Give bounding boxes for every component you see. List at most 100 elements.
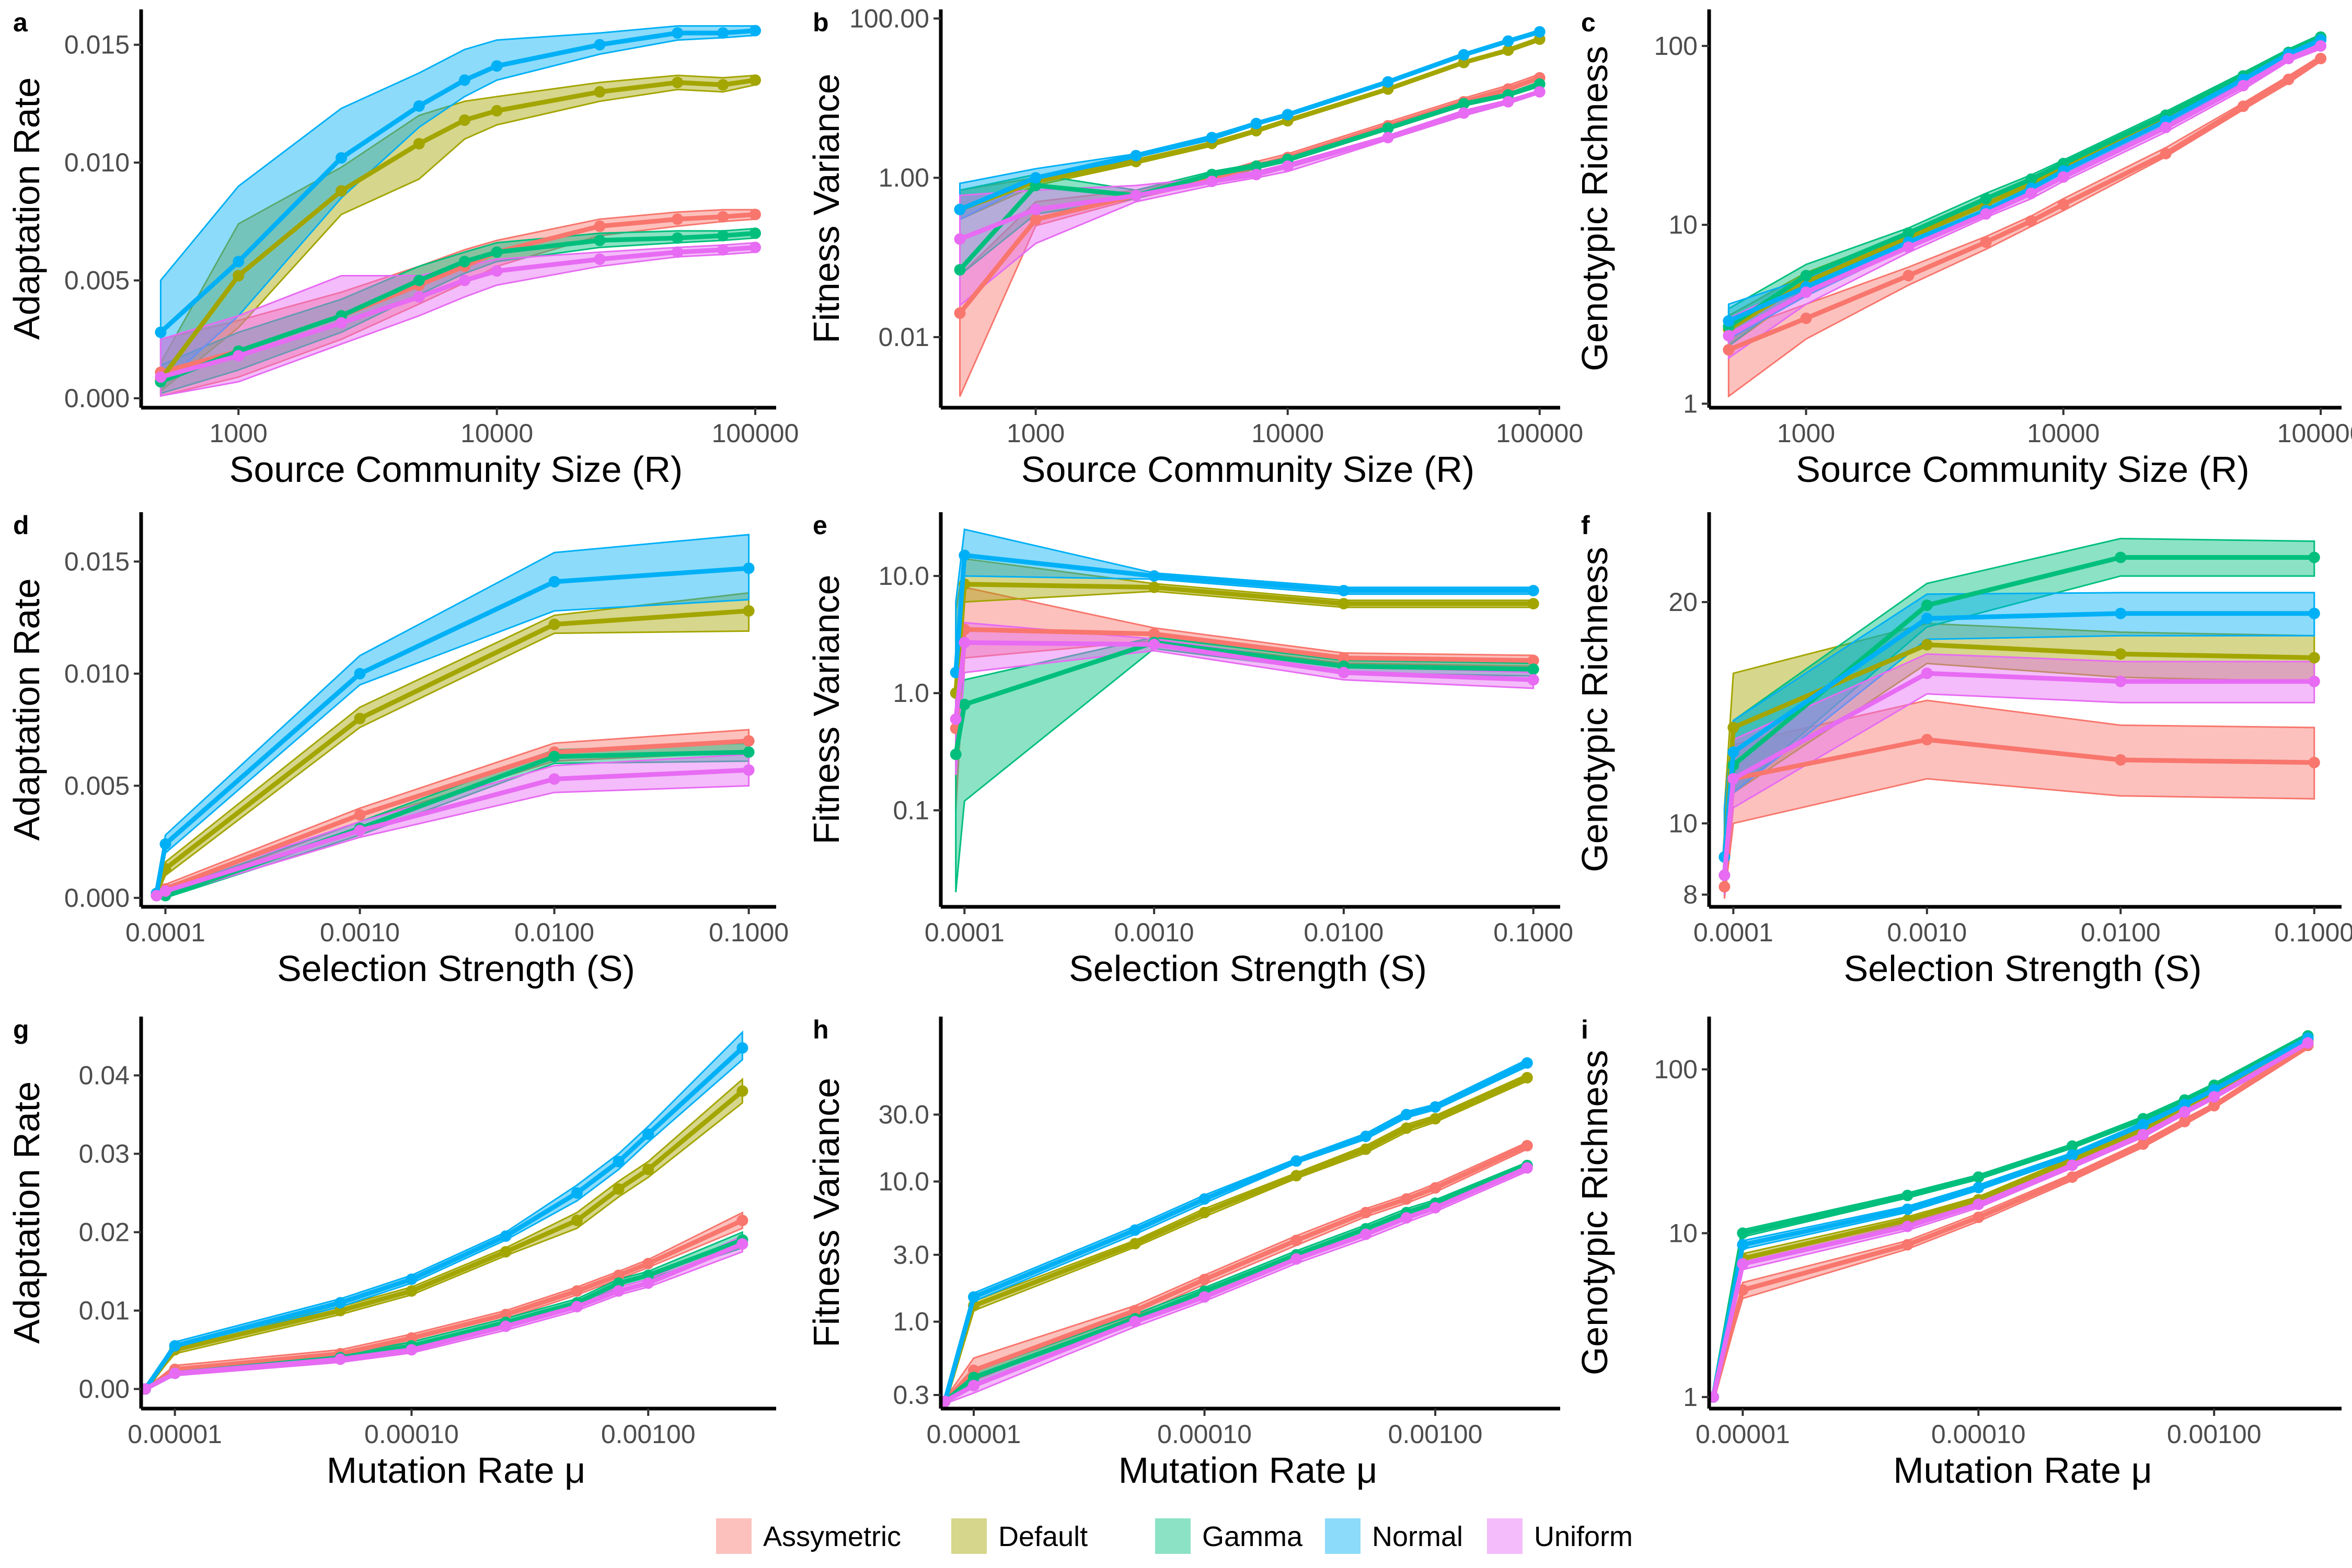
- point-gamma: [968, 1371, 979, 1383]
- point-normal: [233, 256, 245, 268]
- y-tick-label: 1: [1683, 389, 1698, 418]
- panel-b: 1000 10000 100000 0.01 1.00 100.00 Source Comm…: [806, 4, 1583, 490]
- point-uniform: [1527, 674, 1539, 686]
- point-normal: [1206, 132, 1218, 144]
- point-normal: [2115, 607, 2127, 619]
- point-default: [548, 618, 560, 630]
- y-tick-label: 0.000: [64, 384, 130, 413]
- point-normal: [1921, 613, 1933, 625]
- point-normal: [1282, 109, 1294, 121]
- panel-letter: f: [1581, 511, 1590, 540]
- panel-f: 0.0001 0.0010 0.0100 0.1000 8 10 20 Selection S…: [1574, 511, 2352, 989]
- point-default: [1521, 1071, 1533, 1083]
- point-default: [672, 76, 684, 88]
- point-uniform: [959, 637, 971, 649]
- point-normal: [1502, 35, 1514, 47]
- point-uniform: [2057, 171, 2069, 183]
- x-tick-label: 0.0001: [925, 918, 1005, 947]
- point-uniform: [1502, 96, 1514, 108]
- line-uniform: [959, 89, 1541, 241]
- point-normal: [1382, 76, 1394, 88]
- point-gamma: [2115, 551, 2127, 563]
- point-normal: [1360, 1131, 1372, 1143]
- point-normal: [2066, 1149, 2078, 1161]
- y-tick-label: 30.0: [879, 1100, 929, 1129]
- point-normal: [159, 838, 171, 850]
- x-tick-label: 100000: [2277, 419, 2352, 448]
- point-uniform: [233, 350, 245, 362]
- point-default: [1921, 639, 1933, 651]
- point-gamma: [750, 227, 761, 239]
- y-tick-label: 10: [1668, 809, 1698, 838]
- point-assymetric: [750, 209, 761, 221]
- point-assymetric: [2282, 73, 2295, 85]
- x-axis-title: Source Community Size (R): [1796, 449, 2249, 490]
- point-default: [233, 270, 245, 282]
- y-tick-label: 0.005: [64, 771, 130, 800]
- x-tick-label: 100000: [1496, 419, 1583, 448]
- legend-swatch: [951, 1518, 987, 1554]
- point-assymetric: [1921, 734, 1933, 746]
- point-assymetric: [1521, 1140, 1533, 1151]
- point-uniform: [1727, 773, 1739, 785]
- point-normal: [2308, 607, 2320, 619]
- point-normal: [1030, 172, 1042, 184]
- point-normal: [491, 60, 503, 72]
- point-assymetric: [736, 1215, 748, 1226]
- y-tick-label: 0.03: [79, 1139, 130, 1169]
- point-gamma: [491, 246, 503, 258]
- point-default: [458, 114, 470, 126]
- point-assymetric: [1903, 270, 1915, 282]
- point-uniform: [1901, 1220, 1913, 1232]
- point-default: [406, 1285, 418, 1297]
- point-normal: [169, 1340, 181, 1352]
- line-gamma: [958, 82, 1541, 272]
- y-tick-label: 0.015: [64, 547, 130, 576]
- point-uniform: [159, 885, 171, 897]
- panel-letter: c: [1581, 8, 1596, 37]
- point-uniform: [736, 1238, 748, 1250]
- point-normal: [1290, 1155, 1302, 1167]
- point-normal: [354, 667, 366, 679]
- point-gamma: [1980, 193, 1992, 205]
- point-default: [736, 1085, 748, 1097]
- point-assymetric: [354, 809, 366, 821]
- line-normal: [159, 28, 756, 335]
- point-gamma: [950, 748, 962, 760]
- point-uniform: [2302, 1037, 2314, 1049]
- y-tick-label: 1.0: [893, 678, 929, 708]
- point-gamma: [959, 698, 971, 710]
- point-normal: [1429, 1101, 1442, 1113]
- point-default: [1502, 44, 1514, 56]
- point-normal: [1723, 315, 1735, 327]
- point-normal: [954, 203, 966, 215]
- panel-i: 0.00001 0.00010 0.00100 1 10 100 Mutation Rate…: [1574, 1015, 2342, 1491]
- point-assymetric: [2178, 1115, 2190, 1127]
- y-tick-label: 20: [1668, 587, 1698, 617]
- point-uniform: [2237, 79, 2249, 91]
- panel-letter: h: [813, 1015, 829, 1044]
- y-axis-title: Fitness Variance: [806, 74, 847, 343]
- y-axis-title: Genotypic Richness: [1574, 1050, 1615, 1376]
- point-assymetric: [571, 1285, 583, 1297]
- point-uniform: [2066, 1159, 2078, 1171]
- point-normal: [959, 549, 971, 561]
- point-assymetric: [1901, 1239, 1913, 1251]
- point-assymetric: [1148, 628, 1160, 640]
- x-tick-label: 0.0001: [125, 918, 205, 947]
- point-default: [413, 138, 425, 149]
- point-gamma: [1527, 663, 1539, 675]
- point-normal: [336, 152, 347, 164]
- point-gamma: [413, 274, 425, 286]
- point-uniform: [500, 1320, 512, 1332]
- y-tick-label: 0.01: [879, 322, 929, 352]
- x-tick-label: 0.0100: [1304, 918, 1383, 947]
- point-gamma: [954, 264, 966, 276]
- point-uniform: [491, 265, 503, 277]
- point-uniform: [1382, 132, 1394, 144]
- y-tick-label: 100: [1654, 31, 1698, 61]
- point-uniform: [2137, 1128, 2149, 1140]
- point-default: [1290, 1170, 1302, 1182]
- panel-letter: b: [813, 8, 829, 37]
